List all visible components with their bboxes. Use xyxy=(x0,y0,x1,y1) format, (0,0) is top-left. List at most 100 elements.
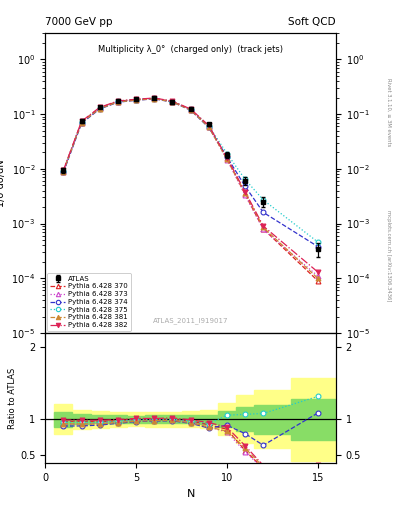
Pythia 6.428 381 xyxy=(206,124,211,130)
Pythia 6.428 370 xyxy=(134,96,138,102)
Pythia 6.428 375 xyxy=(188,106,193,113)
Pythia 6.428 370 xyxy=(61,168,66,174)
Pythia 6.428 370 xyxy=(188,106,193,113)
Bar xyxy=(127,412,145,426)
Pythia 6.428 373 xyxy=(152,95,156,101)
Pythia 6.428 370 xyxy=(170,98,175,104)
Bar xyxy=(218,403,236,435)
Pythia 6.428 375 xyxy=(170,98,175,104)
Pythia 6.428 374 xyxy=(225,154,230,160)
Line: Pythia 6.428 374: Pythia 6.428 374 xyxy=(61,96,320,249)
Pythia 6.428 370 xyxy=(261,226,266,232)
Pythia 6.428 382 xyxy=(243,189,248,195)
Bar xyxy=(200,415,218,423)
Bar xyxy=(109,415,127,423)
Pythia 6.428 382 xyxy=(188,106,193,112)
Pythia 6.428 375 xyxy=(97,105,102,111)
Pythia 6.428 370 xyxy=(206,123,211,130)
Pythia 6.428 381 xyxy=(316,275,320,282)
Pythia 6.428 374 xyxy=(170,99,175,105)
Text: Rivet 3.1.10, ≥ 3M events: Rivet 3.1.10, ≥ 3M events xyxy=(386,78,391,147)
Pythia 6.428 370 xyxy=(243,191,248,198)
Bar xyxy=(163,415,182,423)
Pythia 6.428 381 xyxy=(188,107,193,113)
Pythia 6.428 381 xyxy=(170,99,175,105)
Pythia 6.428 370 xyxy=(97,105,102,111)
Pythia 6.428 375 xyxy=(152,95,156,101)
Pythia 6.428 373 xyxy=(316,273,320,279)
Pythia 6.428 382 xyxy=(61,167,66,174)
Pythia 6.428 382 xyxy=(79,118,84,124)
Y-axis label: 1/σ dσ/dN: 1/σ dσ/dN xyxy=(0,159,6,207)
Line: Pythia 6.428 381: Pythia 6.428 381 xyxy=(61,96,320,281)
Pythia 6.428 375 xyxy=(79,119,84,125)
Bar xyxy=(236,407,254,431)
Bar xyxy=(254,404,290,434)
Text: mcplots.cern.ch [arXiv:1306.3436]: mcplots.cern.ch [arXiv:1306.3436] xyxy=(386,210,391,302)
Pythia 6.428 374 xyxy=(261,209,266,216)
Pythia 6.428 381 xyxy=(134,97,138,103)
Text: Multiplicity λ_0°  (charged only)  (track jets): Multiplicity λ_0° (charged only) (track … xyxy=(98,45,283,54)
Bar xyxy=(145,412,163,426)
Pythia 6.428 382 xyxy=(316,269,320,275)
Pythia 6.428 373 xyxy=(97,105,102,112)
Bar xyxy=(290,378,336,461)
Pythia 6.428 373 xyxy=(79,119,84,125)
Pythia 6.428 382 xyxy=(261,223,266,229)
Bar xyxy=(182,411,200,428)
Line: Pythia 6.428 375: Pythia 6.428 375 xyxy=(61,96,320,244)
Pythia 6.428 381 xyxy=(225,156,230,162)
Pythia 6.428 381 xyxy=(116,99,120,105)
Pythia 6.428 381 xyxy=(261,224,266,230)
Pythia 6.428 382 xyxy=(206,122,211,129)
Bar xyxy=(145,415,163,423)
Pythia 6.428 375 xyxy=(316,239,320,245)
Pythia 6.428 373 xyxy=(243,192,248,198)
Pythia 6.428 374 xyxy=(243,183,248,189)
Pythia 6.428 375 xyxy=(134,97,138,103)
Bar xyxy=(54,412,72,427)
Bar xyxy=(72,410,91,429)
Pythia 6.428 374 xyxy=(79,120,84,126)
Pythia 6.428 375 xyxy=(61,168,66,174)
Bar xyxy=(236,395,254,443)
Bar xyxy=(91,411,109,428)
X-axis label: N: N xyxy=(186,488,195,499)
Pythia 6.428 381 xyxy=(61,168,66,175)
Pythia 6.428 370 xyxy=(316,278,320,284)
Text: 7000 GeV pp: 7000 GeV pp xyxy=(45,16,113,27)
Pythia 6.428 382 xyxy=(116,98,120,104)
Pythia 6.428 381 xyxy=(243,190,248,196)
Text: Soft QCD: Soft QCD xyxy=(288,16,336,27)
Line: Pythia 6.428 373: Pythia 6.428 373 xyxy=(61,96,320,279)
Pythia 6.428 373 xyxy=(134,97,138,103)
Text: ATLAS_2011_I919017: ATLAS_2011_I919017 xyxy=(153,317,228,324)
Pythia 6.428 374 xyxy=(134,97,138,103)
Pythia 6.428 373 xyxy=(61,169,66,175)
Bar xyxy=(290,398,336,440)
Pythia 6.428 382 xyxy=(152,95,156,101)
Bar xyxy=(54,404,72,435)
Bar xyxy=(91,415,109,423)
Pythia 6.428 373 xyxy=(261,226,266,232)
Pythia 6.428 370 xyxy=(225,155,230,161)
Pythia 6.428 375 xyxy=(261,197,266,203)
Y-axis label: Ratio to ATLAS: Ratio to ATLAS xyxy=(8,368,17,429)
Pythia 6.428 381 xyxy=(79,119,84,125)
Pythia 6.428 370 xyxy=(79,119,84,125)
Pythia 6.428 374 xyxy=(316,244,320,250)
Pythia 6.428 374 xyxy=(152,96,156,102)
Pythia 6.428 374 xyxy=(61,169,66,176)
Pythia 6.428 373 xyxy=(225,157,230,163)
Pythia 6.428 373 xyxy=(188,106,193,113)
Pythia 6.428 381 xyxy=(152,96,156,102)
Pythia 6.428 382 xyxy=(97,104,102,111)
Bar xyxy=(127,416,145,423)
Pythia 6.428 375 xyxy=(116,98,120,104)
Pythia 6.428 370 xyxy=(152,95,156,101)
Bar xyxy=(163,412,182,427)
Pythia 6.428 373 xyxy=(170,99,175,105)
Pythia 6.428 375 xyxy=(225,151,230,157)
Bar xyxy=(72,414,91,424)
Bar xyxy=(182,415,200,423)
